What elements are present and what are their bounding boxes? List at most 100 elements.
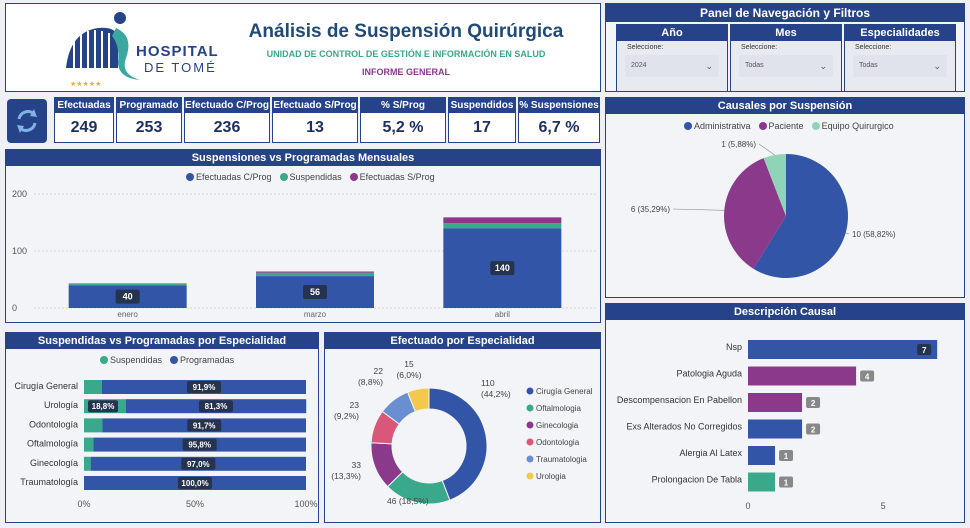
causales-pie-chart: 10 (58,82%) 6 (35,29%) 1 (5,88%) [631,140,896,278]
data-label: 97,0% [187,460,210,469]
legend-marker [526,387,534,395]
category-label: Odontología [29,419,78,429]
kpi-value: 5,2 % [382,119,424,136]
data-label: 56 [310,287,320,297]
data-label-bg [181,457,216,470]
refresh-icon [17,109,37,133]
x-tick-label: 0 [745,501,750,511]
data-label-bg [806,397,821,408]
filter-year[interactable]: Año Seleccione: 2024 ⌄ [616,24,728,92]
causales-panel: Causales por Suspensión Administrativa P… [605,97,965,298]
chevron-down-icon: ⌄ [705,61,713,71]
kpi-efectuadas: Efectuadas 249 [54,97,114,143]
especialidad-pct-panel: Suspendidas vs Programadas por Especiali… [5,332,319,523]
pie-slice [763,154,786,216]
kpi-label: Efectuado S/Prog [273,98,357,113]
kpi-programado: Programado 253 [116,97,182,143]
bar-segment [68,283,187,285]
category-label: Descompensacion En Pabellon [617,395,742,405]
data-label: 10 (58,82%) [852,230,896,239]
kpi-label: % S/Prog [361,98,445,113]
bar [748,366,857,386]
legend-item: Paciente [758,121,804,131]
category-label: Urología [44,400,78,410]
descripcion-panel: Descripción Causal Nsp 7 Patologia Aguda 4 D… [605,303,965,523]
data-label: 140 [495,263,510,273]
legend-label: Cirugía General [536,387,593,396]
data-label-bg [806,423,821,435]
x-tick-label: 50% [186,499,204,509]
x-tick-label: marzo [304,310,327,319]
filter-year-label: Año [617,25,727,41]
monthly-legend: Efectuadas C/Prog Suspendidas Efectuadas… [186,172,435,182]
kpi-value: 17 [473,119,491,136]
page-subtitle: UNIDAD DE CONTROL DE GESTIÓN E INFORMACI… [266,49,546,59]
hospital-name: HOSPITAL [136,43,219,60]
kpi-pct-s-prog: % S/Prog 5,2 % [360,97,446,143]
leader-line [845,232,850,235]
filter-specialty-dropdown[interactable]: Todas ⌄ [853,55,947,77]
legend-marker [526,404,534,412]
filter-month[interactable]: Mes Seleccione: Todas ⌄ [730,24,842,92]
category-label: Oftalmología [27,439,78,449]
data-label: 1 [784,452,789,461]
data-label-bg [860,370,875,382]
bar-suspendidas [84,456,91,471]
legend-item: Programadas [170,355,234,365]
filter-specialty[interactable]: Especialidades Seleccione: Todas ⌄ [844,24,956,92]
bar-segment [256,271,374,273]
legend-marker [526,438,534,446]
bar [748,446,776,465]
legend-item: Administrativa [684,121,751,131]
data-label: 6 (35,29%) [631,205,670,214]
chevron-down-icon: ⌄ [933,61,941,71]
leader-line [672,208,725,211]
data-label-bg [490,261,515,276]
monthly-chart-panel: Suspensiones vs Programadas Mensuales Ef… [5,149,601,323]
donut-slice [406,387,430,413]
data-label: (13,3%) [331,471,361,481]
header-panel: HOSPITAL DE TOMÉ ★★★★★ Análisis de Suspe… [5,3,601,92]
filter-specialty-select-label: Seleccione: [855,44,892,51]
monthly-bar-chart: 0 100 200 40 enero 56 marzo 140 abril [12,189,596,319]
legend-item: Suspendidas [100,355,162,365]
refresh-button[interactable] [7,99,47,143]
kpi-value: 13 [306,119,324,136]
data-label: 91,9% [193,383,216,392]
legend-marker [526,472,534,480]
efectuado-donut-chart: 110(44,2%)46 (18,5%)33(13,3%)23(9,2%)22(… [331,359,593,506]
data-label-bg [779,476,794,488]
y-tick-label: 0 [12,303,17,313]
data-label: 2 [811,426,816,435]
data-label: 4 [865,373,870,382]
filter-month-value: Todas [745,62,764,69]
filter-year-dropdown[interactable]: 2024 ⌄ [625,55,719,77]
category-label: Ginecología [30,458,78,468]
bar-segment [68,284,187,286]
filter-month-dropdown[interactable]: Todas ⌄ [739,55,833,77]
data-label: 18,8% [92,402,115,411]
data-label: 46 (18,5%) [387,496,429,506]
data-label: (8,8%) [358,377,383,387]
kpi-label: Suspendidos [449,98,515,113]
nav-panel-title: Panel de Navegación y Filtros [606,4,964,22]
causales-title: Causales por Suspensión [606,98,964,114]
bar [748,340,938,359]
kpi-label: Programado [117,98,181,113]
legend-marker [526,421,534,429]
data-label-bg [115,289,140,304]
filter-specialty-value: Todas [859,62,878,69]
y-tick-label: 200 [12,189,27,199]
data-label: 7 [922,346,927,355]
data-label: 95,8% [188,441,211,450]
bar-segment [443,223,562,229]
data-label: (9,2%) [334,411,359,421]
kpi-efectuado-s-prog: Efectuado S/Prog 13 [272,97,358,143]
filter-specialty-label: Especialidades [845,25,955,41]
data-label: 100,0% [181,479,208,488]
kpi-value: 253 [135,119,163,136]
legend-label: Ginecologia [536,421,579,430]
data-label-bg [917,344,932,355]
leader-line [758,143,775,156]
data-label: 110 [481,378,495,388]
